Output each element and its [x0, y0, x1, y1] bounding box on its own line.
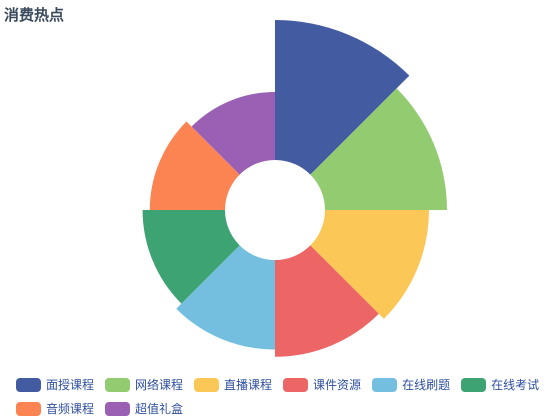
legend-swatch	[372, 377, 398, 392]
legend-swatch	[283, 377, 309, 392]
legend-item-face-course[interactable]: 面授课程	[16, 376, 94, 393]
legend-swatch	[194, 377, 220, 392]
legend-swatch	[16, 401, 41, 416]
legend-item-audio-course[interactable]: 音频课程	[16, 400, 94, 417]
rose-slice-7[interactable]	[149, 121, 240, 210]
rose-slice-4[interactable]	[275, 245, 379, 357]
legend-label: 在线考试	[491, 378, 540, 392]
legend-label: 课件资源	[313, 378, 362, 392]
legend-item-courseware[interactable]: 课件资源	[283, 376, 361, 393]
legend-label: 网络课程	[135, 378, 184, 392]
legend-label: 面授课程	[46, 378, 95, 392]
legend-swatch	[105, 401, 131, 416]
legend-swatch	[16, 377, 41, 392]
rose-slice-2[interactable]	[310, 88, 447, 210]
legend-item-live-course[interactable]: 直播课程	[194, 376, 272, 393]
legend-label: 音频课程	[46, 402, 95, 416]
rose-slice-5[interactable]	[176, 245, 275, 350]
legend-item-online-exam[interactable]: 在线考试	[461, 376, 539, 393]
rose-slice-8[interactable]	[191, 92, 275, 175]
legend-item-gift-box[interactable]: 超值礼盒	[105, 400, 183, 417]
legend-item-online-course[interactable]: 网络课程	[105, 376, 183, 393]
legend-swatch	[105, 377, 131, 392]
rose-slice-3[interactable]	[310, 210, 430, 319]
legend-item-online-practice[interactable]: 在线刷题	[372, 376, 450, 393]
legend-label: 直播课程	[224, 378, 273, 392]
rose-slice-1[interactable]	[275, 20, 410, 175]
rose-slice-6[interactable]	[142, 210, 240, 304]
legend-row-1: 面授课程 网络课程 直播课程 课件资源 在线刷题 在线考试	[16, 376, 550, 393]
chart-title: 消费热点	[4, 6, 65, 24]
legend-label: 在线刷题	[402, 378, 451, 392]
legend-row-2: 音频课程 超值礼盒	[16, 400, 194, 417]
legend-label: 超值礼盒	[135, 402, 184, 416]
legend-swatch	[461, 377, 487, 392]
